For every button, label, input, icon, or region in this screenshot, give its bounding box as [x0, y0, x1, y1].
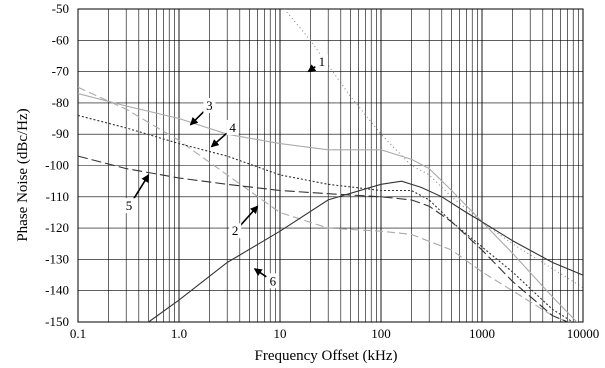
- series-line-5: [78, 155, 570, 322]
- callout-arrow-3: [189, 111, 205, 126]
- callout-box-2: [229, 223, 242, 239]
- callout-box-4: [226, 119, 239, 135]
- callout-label-5: 5: [126, 198, 133, 213]
- y-tick-label: -130: [45, 251, 69, 266]
- callout-label-3: 3: [206, 98, 213, 113]
- series-line-1: [283, 9, 583, 289]
- y-tick-label: -70: [52, 64, 69, 79]
- y-tick-label: -100: [45, 158, 69, 173]
- annotation-layer: 1 3 4 5 2 6: [123, 54, 328, 289]
- y-tick-label: -140: [45, 283, 69, 298]
- y-tick-label: -50: [52, 1, 69, 16]
- series-line-4: [78, 114, 574, 322]
- x-tick-label: 1.0: [171, 326, 187, 341]
- series-line-3: [78, 92, 578, 322]
- x-tick-labels: 0.1 1.0 10 100 1000 10000: [70, 326, 599, 341]
- y-tick-label: -120: [45, 220, 69, 235]
- x-tick-label: 10: [274, 326, 287, 341]
- y-tick-labels: -50 -60 -70 -80 -90 -100 -110 -120 -130 -140 -150: [45, 1, 69, 329]
- y-tick-label: -80: [52, 95, 69, 110]
- series-layer: [78, 9, 583, 322]
- callout-label-1: 1: [319, 54, 326, 69]
- x-tick-label: 1000: [469, 326, 495, 341]
- y-tick-label: -90: [52, 126, 69, 141]
- callout-box-3: [203, 98, 216, 114]
- callout-box-1: [315, 54, 328, 70]
- callout-arrow-4: [210, 132, 228, 148]
- x-tick-label: 0.1: [70, 326, 86, 341]
- x-tick-label: 10000: [567, 326, 600, 341]
- series-line-2: [78, 86, 570, 322]
- y-tick-label: -60: [52, 32, 69, 47]
- x-tick-label: 100: [371, 326, 391, 341]
- x-axis-label: Frequency Offset (kHz): [254, 348, 397, 364]
- y-axis-label: Phase Noise (dBc/Hz): [15, 108, 31, 241]
- callout-arrow-1: [307, 64, 317, 73]
- callout-label-4: 4: [229, 120, 236, 135]
- callout-arrow-2: [239, 205, 259, 226]
- callout-box-5: [123, 198, 136, 214]
- callout-arrow-6: [253, 268, 267, 278]
- series-line-6: [148, 180, 583, 322]
- y-tick-label: -110: [46, 189, 69, 204]
- callout-arrow-5: [132, 174, 150, 200]
- plot-frame: [77, 8, 584, 323]
- y-tick-label: -150: [45, 314, 69, 329]
- callout-label-6: 6: [270, 273, 277, 288]
- callout-label-2: 2: [232, 223, 239, 238]
- grid: [78, 9, 583, 322]
- callout-box-6: [266, 273, 279, 289]
